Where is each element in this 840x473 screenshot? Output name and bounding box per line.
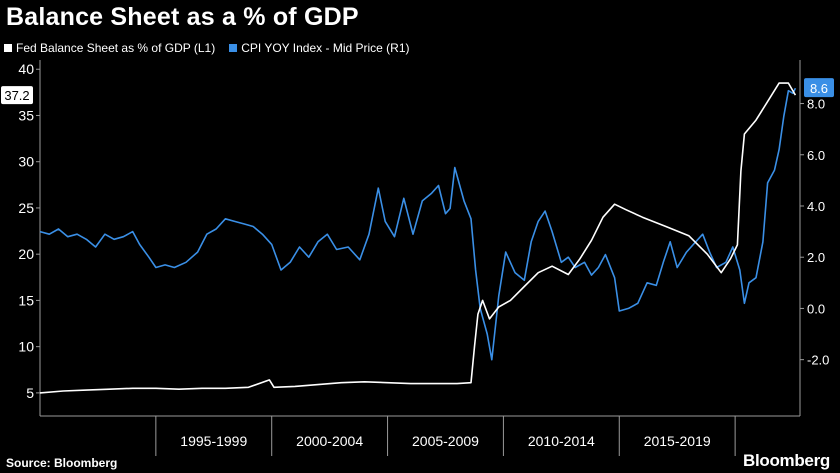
- x-tick-label: 2005-2009: [412, 433, 479, 449]
- legend-label-cpi: CPI YOY Index - Mid Price (R1): [241, 41, 410, 55]
- x-tick-label: 2000-2004: [296, 433, 363, 449]
- chart-title: Balance Sheet as a % of GDP: [6, 3, 359, 31]
- series-lines: [39, 82, 797, 394]
- right-tick-label: 8.0: [807, 97, 825, 112]
- right-tick-label: -2.0: [807, 353, 829, 368]
- x-axis: 1995-1999 2000-2004 2005-2009 2010-2014 2015…: [155, 416, 736, 456]
- plot-frame: [39, 60, 801, 417]
- x-tick-label: 2015-2019: [644, 433, 711, 449]
- source-note: Source: Bloomberg: [6, 456, 118, 470]
- right-tick-label: 6.0: [807, 148, 825, 163]
- legend: Fed Balance Sheet as % of GDP (L1) CPI Y…: [4, 41, 410, 55]
- left-last-value: 37.2: [4, 88, 29, 103]
- right-tick-label: 4.0: [807, 199, 825, 214]
- last-value-badges: 37.2 8.6: [1, 78, 834, 105]
- right-last-value-badge: [804, 78, 834, 98]
- left-axis: 5 10 15 20 25 30 35 40: [18, 61, 40, 401]
- cpi-yoy-line: [39, 87, 797, 361]
- right-tick-label: 2.0: [807, 250, 825, 265]
- brand-logo: Bloomberg: [742, 451, 830, 470]
- left-tick-label: 5: [26, 385, 34, 401]
- legend-item-cpi: CPI YOY Index - Mid Price (R1): [229, 41, 410, 55]
- left-tick-label: 35: [18, 107, 34, 123]
- legend-swatch-fed: [4, 44, 12, 52]
- x-tick-label: 2010-2014: [528, 433, 595, 449]
- left-tick-label: 40: [18, 61, 34, 77]
- left-last-value-badge: [1, 86, 33, 105]
- x-tick-label: 1995-1999: [180, 433, 247, 449]
- legend-label-fed: Fed Balance Sheet as % of GDP (L1): [16, 41, 216, 55]
- right-axis: -2.0 0.0 2.0 4.0 6.0 8.0: [800, 97, 829, 368]
- right-tick-label: 0.0: [807, 301, 825, 316]
- left-tick-label: 20: [18, 246, 34, 262]
- legend-swatch-cpi: [229, 44, 238, 52]
- left-tick-label: 25: [18, 200, 34, 216]
- left-tick-label: 15: [18, 292, 34, 308]
- left-tick-label: 10: [18, 339, 34, 355]
- right-last-value: 8.6: [810, 81, 828, 96]
- left-tick-label: 30: [18, 154, 34, 170]
- legend-item-fed: Fed Balance Sheet as % of GDP (L1): [4, 41, 215, 55]
- fed-balance-sheet-line: [39, 82, 797, 394]
